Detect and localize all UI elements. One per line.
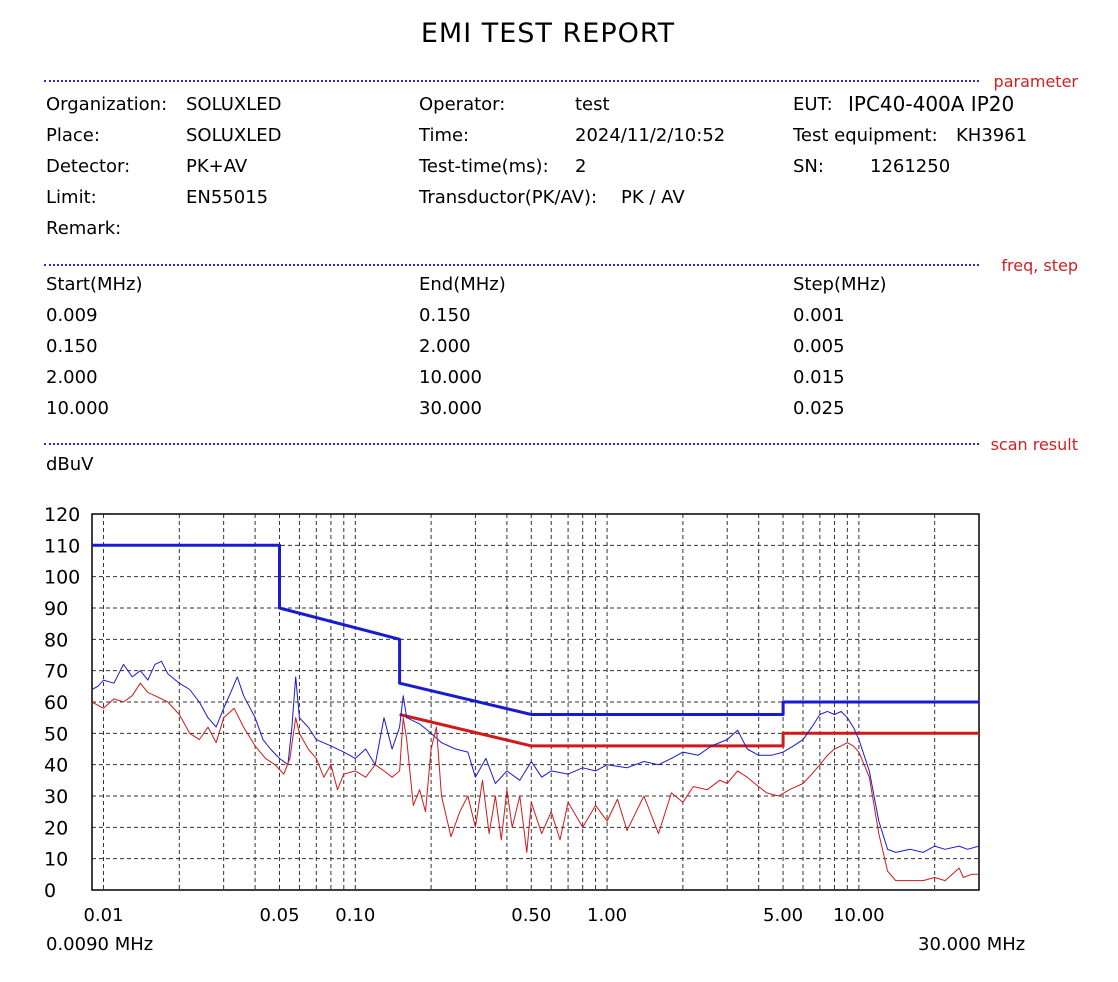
pk-scan-line xyxy=(91,660,980,853)
step-header: Step(MHz) xyxy=(793,274,887,295)
limit-value: EN55015 xyxy=(186,187,269,208)
table-cell: 0.009 xyxy=(46,305,98,326)
transducer-value: PK / AV xyxy=(621,187,685,208)
organization-value: SOLUXLED xyxy=(186,94,282,115)
x-max-label: 30.000 MHz xyxy=(918,934,1026,955)
x-tick-label: 0.50 xyxy=(511,905,551,926)
parameter-section-label: parameter xyxy=(989,72,1078,91)
y-tick-label: 120 xyxy=(44,504,80,526)
y-tick-label: 80 xyxy=(44,629,68,651)
y-tick-label: 30 xyxy=(44,786,68,808)
test-time-value: 2 xyxy=(575,156,587,177)
remark-label: Remark: xyxy=(46,218,122,239)
detector-label: Detector: xyxy=(46,156,131,177)
place-value: SOLUXLED xyxy=(186,125,282,146)
parameter-separator xyxy=(44,80,979,82)
table-cell: 0.005 xyxy=(793,336,845,357)
table-cell: 10.000 xyxy=(419,367,482,388)
y-tick-label: 60 xyxy=(44,692,68,714)
y-tick-label: 0 xyxy=(44,880,56,902)
av-limit-line xyxy=(399,713,979,748)
x-tick-label: 0.05 xyxy=(259,905,299,926)
y-tick-label: 10 xyxy=(44,849,68,871)
operator-label: Operator: xyxy=(419,94,506,115)
table-cell: 0.025 xyxy=(793,398,845,419)
y-axis-label: dBuV xyxy=(46,454,94,475)
test-time-label: Test-time(ms): xyxy=(419,156,549,177)
report-title: EMI TEST REPORT xyxy=(420,18,676,49)
table-cell: 0.015 xyxy=(793,367,845,388)
x-tick-label: 1.00 xyxy=(587,905,627,926)
table-cell: 0.001 xyxy=(793,305,845,326)
y-tick-label: 110 xyxy=(44,535,80,557)
table-cell: 10.000 xyxy=(46,398,109,419)
start-header: Start(MHz) xyxy=(46,274,143,295)
test-equipment-label: Test equipment: xyxy=(793,125,938,146)
freq-step-separator xyxy=(44,264,979,266)
x-tick-label: 0.01 xyxy=(83,905,123,926)
y-tick-label: 100 xyxy=(44,567,80,589)
table-cell: 30.000 xyxy=(419,398,482,419)
pk-limit-line xyxy=(92,543,979,716)
end-header: End(MHz) xyxy=(419,274,506,295)
plot-frame xyxy=(91,513,980,891)
x-tick-label: 10.00 xyxy=(833,905,885,926)
table-cell: 2.000 xyxy=(419,336,471,357)
test-equipment-value: KH3961 xyxy=(956,125,1028,146)
organization-label: Organization: xyxy=(46,94,168,115)
table-cell: 0.150 xyxy=(419,305,471,326)
detector-value: PK+AV xyxy=(186,156,248,177)
transducer-label: Transductor(PK/AV): xyxy=(419,187,598,208)
eut-value: IPC40-400A IP20 xyxy=(848,92,1015,116)
scan-result-separator xyxy=(44,443,979,445)
table-cell: 0.150 xyxy=(46,336,98,357)
y-tick-label: 70 xyxy=(44,661,68,683)
y-tick-label: 20 xyxy=(44,817,68,839)
sn-value: 1261250 xyxy=(870,156,951,177)
place-label: Place: xyxy=(46,125,100,146)
y-tick-label: 90 xyxy=(44,598,68,620)
limit-label: Limit: xyxy=(46,187,97,208)
eut-label: EUT: xyxy=(793,94,833,115)
operator-value: test xyxy=(575,94,610,115)
time-value: 2024/11/2/10:52 xyxy=(575,125,726,146)
av-scan-line xyxy=(91,682,979,882)
x-min-label: 0.0090 MHz xyxy=(46,934,154,955)
sn-label: SN: xyxy=(793,156,824,177)
table-cell: 2.000 xyxy=(46,367,98,388)
freq-step-section-label: freq, step xyxy=(997,256,1078,275)
time-label: Time: xyxy=(419,125,470,146)
y-tick-label: 40 xyxy=(44,755,68,777)
x-tick-label: 0.10 xyxy=(335,905,375,926)
scan-result-section-label: scan result xyxy=(986,435,1078,454)
x-tick-label: 5.00 xyxy=(763,905,803,926)
y-tick-label: 50 xyxy=(44,723,68,745)
